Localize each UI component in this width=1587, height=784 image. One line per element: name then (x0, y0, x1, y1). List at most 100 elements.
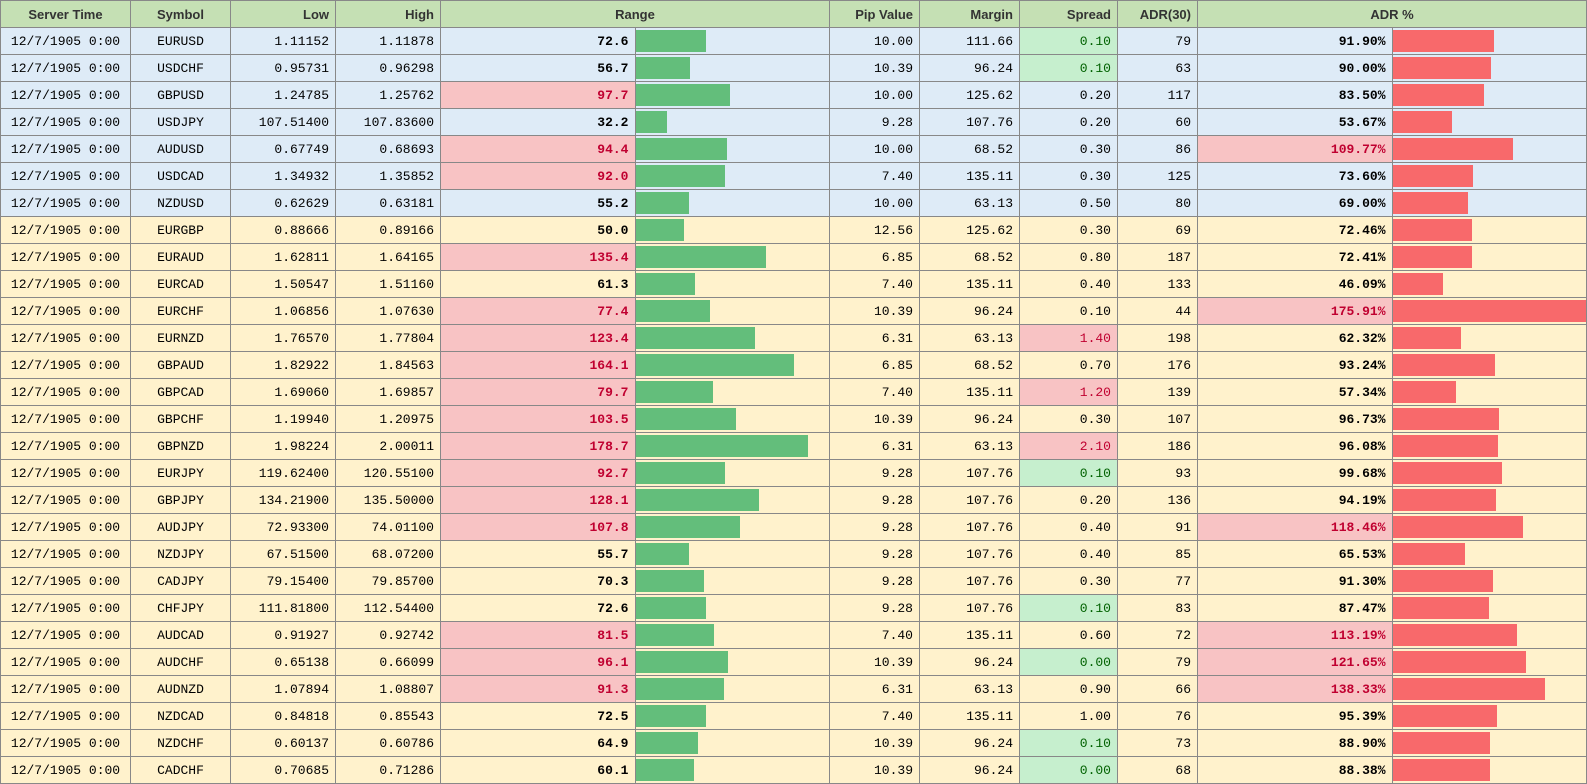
cell-pip: 7.40 (830, 271, 920, 298)
cell-adrpct: 93.24% (1198, 352, 1393, 379)
cell-adr-bar (1392, 325, 1587, 352)
adr-bar (1393, 408, 1499, 430)
cell-low: 0.88666 (231, 217, 336, 244)
cell-time: 12/7/1905 0:00 (1, 568, 131, 595)
cell-low: 0.65138 (231, 649, 336, 676)
cell-adrpct: 113.19% (1198, 622, 1393, 649)
cell-range: 64.9 (441, 730, 636, 757)
cell-adr-bar (1392, 352, 1587, 379)
range-bar (636, 408, 736, 430)
cell-pip: 10.00 (830, 190, 920, 217)
cell-adrpct: 109.77% (1198, 136, 1393, 163)
cell-pip: 10.00 (830, 136, 920, 163)
cell-time: 12/7/1905 0:00 (1, 325, 131, 352)
cell-range-bar (635, 541, 830, 568)
cell-adr: 136 (1118, 487, 1198, 514)
cell-range-bar (635, 190, 830, 217)
cell-range: 92.7 (441, 460, 636, 487)
cell-time: 12/7/1905 0:00 (1, 352, 131, 379)
cell-range: 50.0 (441, 217, 636, 244)
cell-adr: 63 (1118, 55, 1198, 82)
cell-margin: 63.13 (920, 190, 1020, 217)
cell-range-bar (635, 109, 830, 136)
cell-range: 91.3 (441, 676, 636, 703)
cell-high: 1.77804 (336, 325, 441, 352)
cell-pip: 9.28 (830, 541, 920, 568)
cell-adr-bar (1392, 460, 1587, 487)
cell-range: 72.5 (441, 703, 636, 730)
cell-adr-bar (1392, 541, 1587, 568)
cell-symbol: EURJPY (131, 460, 231, 487)
cell-symbol: GBPNZD (131, 433, 231, 460)
range-bar (636, 300, 711, 322)
cell-pip: 6.31 (830, 433, 920, 460)
adr-bar (1393, 111, 1452, 133)
cell-adr: 79 (1118, 28, 1198, 55)
cell-adr-bar (1392, 757, 1587, 784)
cell-adr-bar (1392, 622, 1587, 649)
cell-pip: 9.28 (830, 109, 920, 136)
cell-symbol: USDCHF (131, 55, 231, 82)
cell-high: 0.92742 (336, 622, 441, 649)
cell-adr: 80 (1118, 190, 1198, 217)
range-bar (636, 192, 689, 214)
header-adr-pct: ADR % (1198, 1, 1587, 28)
cell-time: 12/7/1905 0:00 (1, 271, 131, 298)
cell-adrpct: 72.41% (1198, 244, 1393, 271)
cell-range-bar (635, 136, 830, 163)
cell-high: 107.83600 (336, 109, 441, 136)
cell-high: 1.35852 (336, 163, 441, 190)
table-row: 12/7/1905 0:00AUDCHF0.651380.6609996.110… (1, 649, 1587, 676)
cell-spread: 0.10 (1020, 55, 1118, 82)
cell-range: 32.2 (441, 109, 636, 136)
cell-low: 119.62400 (231, 460, 336, 487)
cell-spread: 0.10 (1020, 730, 1118, 757)
cell-high: 0.60786 (336, 730, 441, 757)
cell-spread: 0.10 (1020, 298, 1118, 325)
cell-adrpct: 121.65% (1198, 649, 1393, 676)
cell-high: 1.51160 (336, 271, 441, 298)
cell-range-bar (635, 379, 830, 406)
cell-range-bar (635, 595, 830, 622)
cell-range-bar (635, 622, 830, 649)
cell-adr: 73 (1118, 730, 1198, 757)
cell-high: 1.20975 (336, 406, 441, 433)
cell-high: 0.85543 (336, 703, 441, 730)
cell-range-bar (635, 55, 830, 82)
range-bar (636, 111, 667, 133)
cell-adrpct: 73.60% (1198, 163, 1393, 190)
cell-low: 1.06856 (231, 298, 336, 325)
cell-adrpct: 95.39% (1198, 703, 1393, 730)
cell-spread: 2.10 (1020, 433, 1118, 460)
cell-time: 12/7/1905 0:00 (1, 244, 131, 271)
range-bar (636, 435, 809, 457)
table-row: 12/7/1905 0:00AUDNZD1.078941.0880791.36.… (1, 676, 1587, 703)
cell-symbol: USDCAD (131, 163, 231, 190)
cell-range-bar (635, 28, 830, 55)
cell-adr: 69 (1118, 217, 1198, 244)
cell-time: 12/7/1905 0:00 (1, 487, 131, 514)
cell-pip: 7.40 (830, 379, 920, 406)
cell-adrpct: 72.46% (1198, 217, 1393, 244)
range-bar (636, 570, 704, 592)
cell-range: 72.6 (441, 595, 636, 622)
cell-spread: 0.20 (1020, 82, 1118, 109)
adr-bar (1393, 219, 1473, 241)
cell-spread: 0.30 (1020, 136, 1118, 163)
table-row: 12/7/1905 0:00USDCHF0.957310.9629856.710… (1, 55, 1587, 82)
cell-range-bar (635, 514, 830, 541)
cell-adrpct: 99.68% (1198, 460, 1393, 487)
adr-bar (1393, 678, 1545, 700)
cell-time: 12/7/1905 0:00 (1, 136, 131, 163)
cell-high: 1.25762 (336, 82, 441, 109)
cell-pip: 10.00 (830, 82, 920, 109)
cell-range-bar (635, 676, 830, 703)
cell-margin: 96.24 (920, 730, 1020, 757)
cell-symbol: GBPUSD (131, 82, 231, 109)
cell-time: 12/7/1905 0:00 (1, 595, 131, 622)
cell-adrpct: 62.32% (1198, 325, 1393, 352)
cell-symbol: AUDJPY (131, 514, 231, 541)
cell-symbol: CADJPY (131, 568, 231, 595)
range-bar (636, 57, 691, 79)
cell-symbol: GBPCAD (131, 379, 231, 406)
